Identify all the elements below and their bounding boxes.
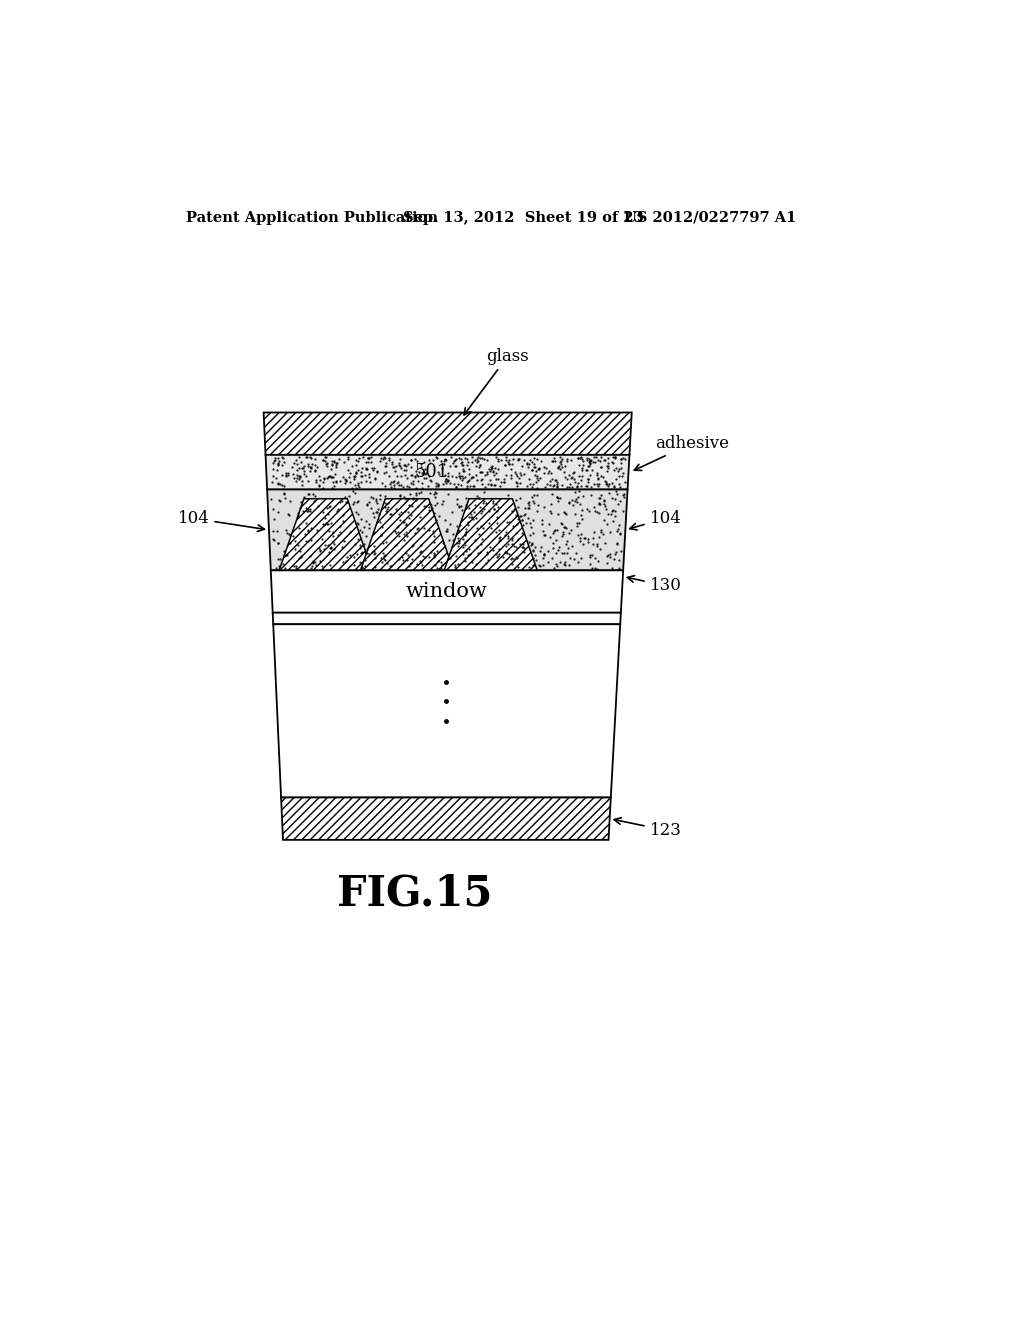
Polygon shape [267, 490, 628, 570]
Text: adhesive: adhesive [634, 434, 729, 470]
Polygon shape [281, 797, 610, 840]
Text: 104: 104 [177, 510, 264, 532]
Text: Patent Application Publication: Patent Application Publication [186, 211, 438, 224]
Polygon shape [272, 612, 621, 624]
Text: FIG.15: FIG.15 [337, 873, 493, 915]
Text: window: window [406, 582, 487, 601]
Text: 501: 501 [415, 463, 450, 482]
Polygon shape [265, 455, 630, 490]
Polygon shape [270, 570, 624, 612]
Polygon shape [280, 499, 372, 570]
Polygon shape [263, 412, 632, 455]
Text: glass: glass [464, 347, 529, 414]
Text: US 2012/0227797 A1: US 2012/0227797 A1 [624, 211, 797, 224]
Text: 104: 104 [630, 510, 681, 531]
Text: 130: 130 [628, 576, 681, 594]
Polygon shape [360, 499, 454, 570]
Text: Sep. 13, 2012  Sheet 19 of 23: Sep. 13, 2012 Sheet 19 of 23 [403, 211, 644, 224]
Polygon shape [273, 624, 621, 797]
Polygon shape [444, 499, 538, 570]
Text: 123: 123 [614, 817, 681, 838]
